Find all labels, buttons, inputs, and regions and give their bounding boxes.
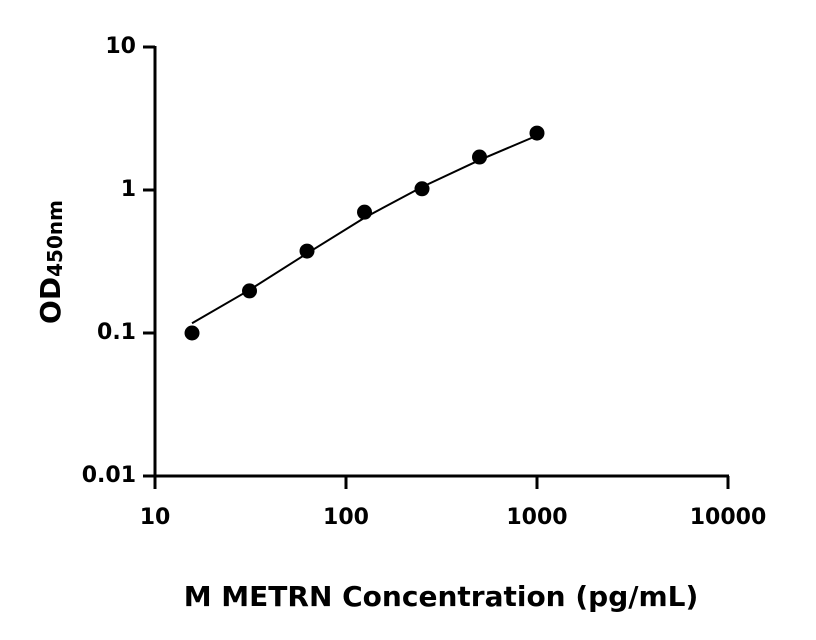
y-tick-label: 0.1: [97, 320, 136, 345]
data-point: [529, 125, 545, 141]
y-tick-label: 0.01: [82, 463, 136, 488]
data-point: [357, 204, 373, 220]
data-point: [242, 283, 258, 299]
y-axis-title-sub: 450nm: [43, 200, 67, 277]
data-point: [472, 149, 488, 165]
y-tick-label: 10: [105, 34, 136, 59]
x-tick-label: 1000: [506, 505, 567, 530]
y-axis-title: OD450nm: [34, 200, 67, 324]
y-axis-title-main: OD: [34, 277, 67, 324]
y-tick-label: 1: [121, 177, 136, 202]
data-point: [414, 181, 430, 197]
data-point: [184, 325, 200, 341]
x-axis-title: M METRN Concentration (pg/mL): [184, 580, 699, 613]
x-tick-label: 100: [323, 505, 369, 530]
x-tick-label: 10: [140, 505, 171, 530]
x-tick-label: 10000: [690, 505, 767, 530]
data-point: [299, 243, 315, 259]
